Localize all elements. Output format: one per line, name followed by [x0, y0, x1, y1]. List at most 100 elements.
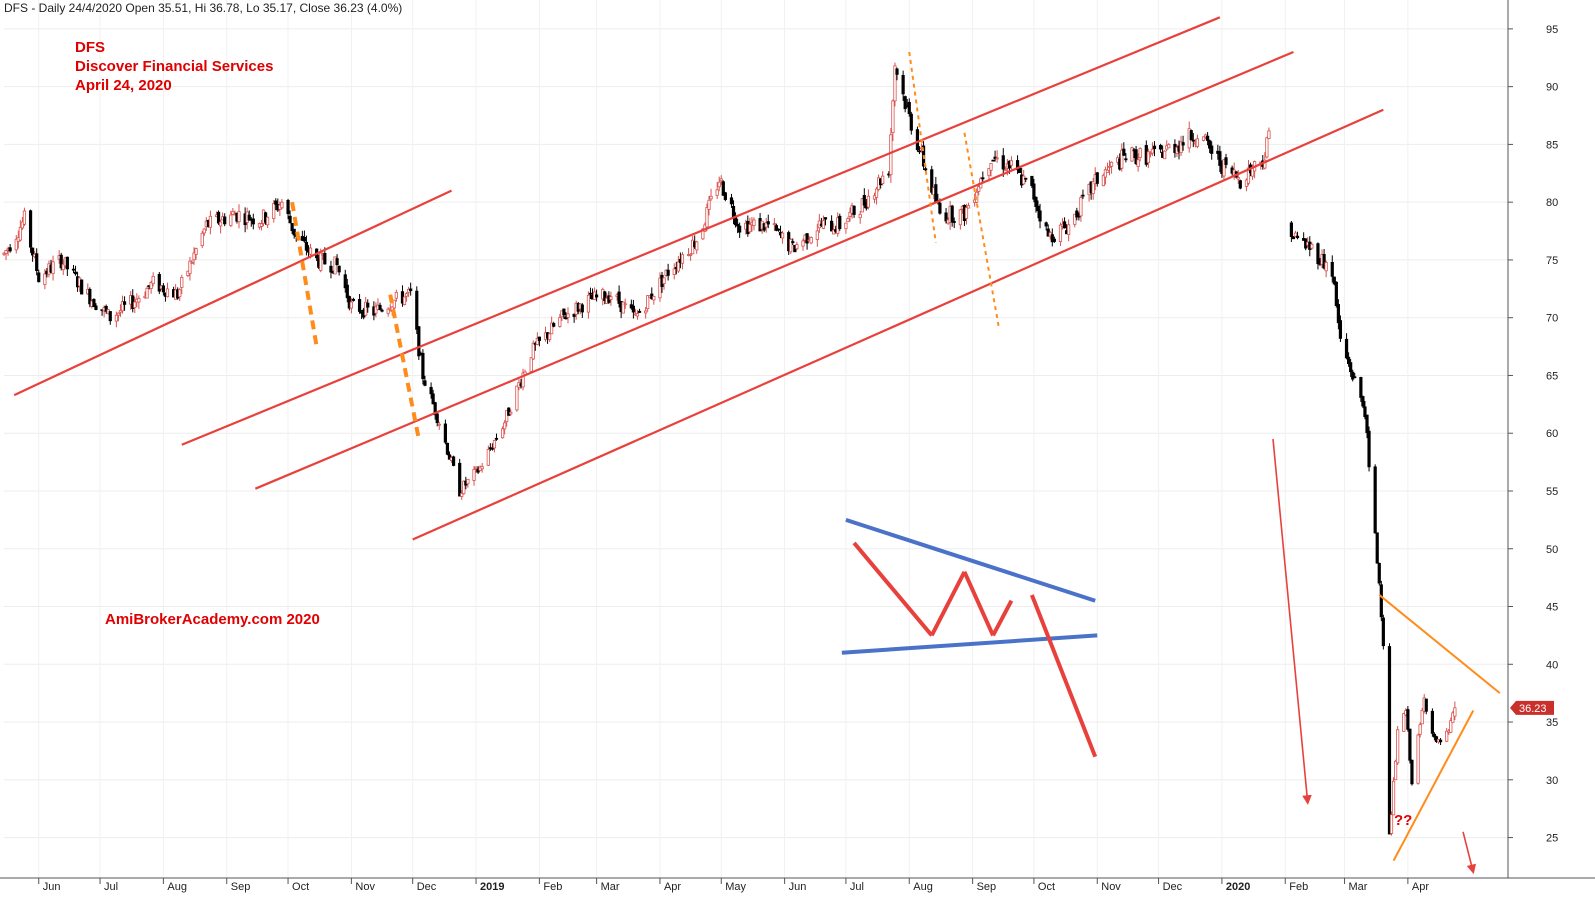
- candle-body: [1293, 232, 1298, 237]
- candle-body: [20, 221, 24, 229]
- candle-body: [862, 195, 866, 206]
- candle-body: [37, 272, 41, 283]
- candle-body: [764, 222, 768, 228]
- candle-body: [915, 129, 920, 151]
- candle-body: [772, 223, 776, 225]
- candle-body: [31, 247, 35, 256]
- x-tick-label: Nov: [1101, 881, 1121, 893]
- candle-body: [386, 308, 390, 314]
- triangle-line: [1378, 594, 1501, 694]
- candle-body: [1105, 169, 1110, 173]
- candle-body: [80, 279, 84, 295]
- candle-body: [247, 214, 251, 221]
- candle-body: [1445, 730, 1449, 742]
- candle-body: [290, 223, 294, 232]
- candle-body: [621, 301, 625, 314]
- candle-body: [981, 177, 985, 180]
- candle-body: [1394, 760, 1398, 781]
- candle-body: [535, 337, 539, 345]
- candle-body: [537, 336, 541, 341]
- x-tick-label: Jul: [850, 881, 864, 893]
- x-tick-label: Oct: [292, 881, 309, 893]
- candle-body: [801, 240, 805, 247]
- watermark: AmiBrokerAcademy.com 2020: [105, 611, 320, 628]
- channel-line: [13, 189, 452, 397]
- candle-body: [895, 68, 899, 75]
- candle-body: [1236, 177, 1240, 180]
- candle-body: [71, 268, 76, 271]
- candle-body: [1163, 150, 1167, 160]
- candle-body: [409, 288, 413, 291]
- company-name: Discover Financial Services: [75, 58, 273, 75]
- candle-body: [666, 269, 670, 276]
- candle-body: [715, 189, 719, 196]
- candle-body: [1267, 130, 1271, 139]
- x-tick-label: Apr: [664, 881, 681, 893]
- grid: [4, 0, 1508, 878]
- candle-body: [1022, 175, 1026, 185]
- candle-body: [157, 274, 161, 292]
- candle-body: [357, 299, 362, 312]
- candle-body: [1138, 148, 1142, 158]
- candle-body: [1124, 158, 1128, 161]
- candle-body: [515, 385, 519, 411]
- candle-body: [1208, 140, 1212, 149]
- candle-body: [881, 175, 885, 184]
- y-tick-label: 35: [1546, 717, 1558, 729]
- candle-body: [1101, 174, 1105, 187]
- candle-body: [723, 192, 727, 200]
- candle-body: [374, 306, 378, 314]
- candle-body: [719, 178, 723, 182]
- candle-body: [966, 205, 971, 209]
- x-tick-label: Sep: [231, 881, 251, 893]
- blue-trend-line: [841, 633, 1098, 655]
- candle-body: [1316, 243, 1320, 265]
- candle-body: [977, 186, 981, 192]
- candle-body: [304, 241, 309, 251]
- candle-body: [73, 271, 78, 275]
- candle-body: [1189, 130, 1193, 141]
- candle-body: [122, 301, 127, 305]
- candle-body: [680, 254, 685, 264]
- y-tick-label: 85: [1546, 139, 1558, 151]
- candle-body: [35, 253, 39, 272]
- candle-body: [752, 219, 756, 226]
- candle-body: [830, 220, 834, 232]
- candle-body: [901, 75, 905, 95]
- candle-body: [1206, 135, 1210, 141]
- candle-body: [1265, 137, 1269, 158]
- candle-body: [335, 258, 339, 266]
- candle-body: [345, 284, 349, 299]
- candle-body: [909, 113, 913, 131]
- candle-body: [192, 252, 196, 261]
- candle-body: [848, 211, 852, 217]
- candle-body: [1036, 205, 1040, 212]
- candle-body: [1009, 160, 1014, 166]
- candle-body: [292, 228, 296, 236]
- candle-body: [1122, 148, 1126, 156]
- candle-body: [635, 313, 640, 317]
- y-tick-label: 25: [1546, 833, 1558, 845]
- candle-body: [774, 225, 779, 231]
- candle-body: [490, 447, 494, 450]
- candle-body: [223, 216, 227, 225]
- candle-body: [1289, 222, 1293, 238]
- candle-body: [672, 268, 676, 275]
- candle-body: [588, 292, 593, 295]
- candle-body: [1373, 466, 1377, 534]
- candle-body: [462, 480, 466, 495]
- candle-body: [1081, 194, 1085, 197]
- x-tick-label: 2019: [480, 881, 504, 893]
- candle-body: [8, 247, 12, 252]
- candle-body: [188, 260, 192, 274]
- candle-body: [586, 294, 591, 313]
- candle-body: [1067, 224, 1071, 236]
- candle-body: [1120, 149, 1124, 169]
- candle-body: [844, 222, 848, 230]
- chart-date: April 24, 2020: [75, 77, 172, 94]
- x-tick-label: Nov: [355, 881, 375, 893]
- candle-body: [1336, 304, 1340, 324]
- candle-body: [821, 220, 826, 229]
- candle-body: [658, 277, 662, 299]
